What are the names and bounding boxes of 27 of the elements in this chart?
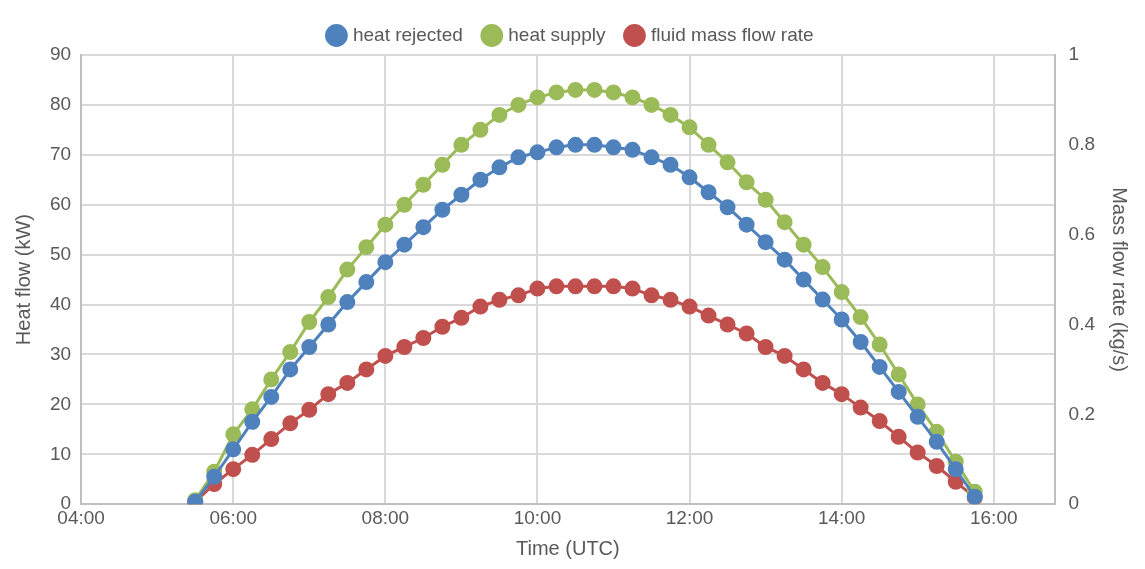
y-tick-label: 30	[49, 342, 72, 364]
y2-tick-label: 0.2	[1068, 402, 1096, 424]
x-tick-label: 08:00	[361, 506, 410, 528]
x-axis-title: Time (UTC)	[516, 536, 620, 559]
x-tick-label: 10:00	[513, 506, 562, 528]
y-tick-label: 20	[49, 392, 72, 414]
y-tick-label: 90	[49, 43, 72, 65]
legend-label: fluid mass flow rate	[650, 23, 814, 45]
y2-axis-title: Mass flow rate (kg/s)	[1109, 187, 1132, 372]
x-tick-label: 14:00	[817, 506, 866, 528]
y-tick-label: 50	[49, 242, 72, 264]
y2-tick-label: 1	[1068, 43, 1080, 65]
x-tick-label: 06:00	[209, 506, 258, 528]
y-tick-label: 80	[49, 93, 72, 115]
y2-tick-label: 0.4	[1068, 312, 1096, 334]
y2-tick-label: 0.8	[1068, 133, 1096, 155]
x-tick-label: 16:00	[969, 506, 1018, 528]
y-axis-title: Heat flow (kW)	[11, 214, 34, 346]
x-tick-label: 12:00	[665, 506, 714, 528]
legend-label: heat supply	[508, 23, 606, 45]
y2-tick-label: 0	[1068, 492, 1080, 514]
y2-tick-label: 0.6	[1068, 222, 1096, 244]
legend-label: heat rejected	[352, 23, 463, 45]
y-tick-label: 60	[49, 192, 72, 214]
y-tick-label: 10	[49, 442, 72, 464]
y-tick-label: 40	[49, 292, 72, 314]
y-tick-label: 70	[49, 143, 72, 165]
